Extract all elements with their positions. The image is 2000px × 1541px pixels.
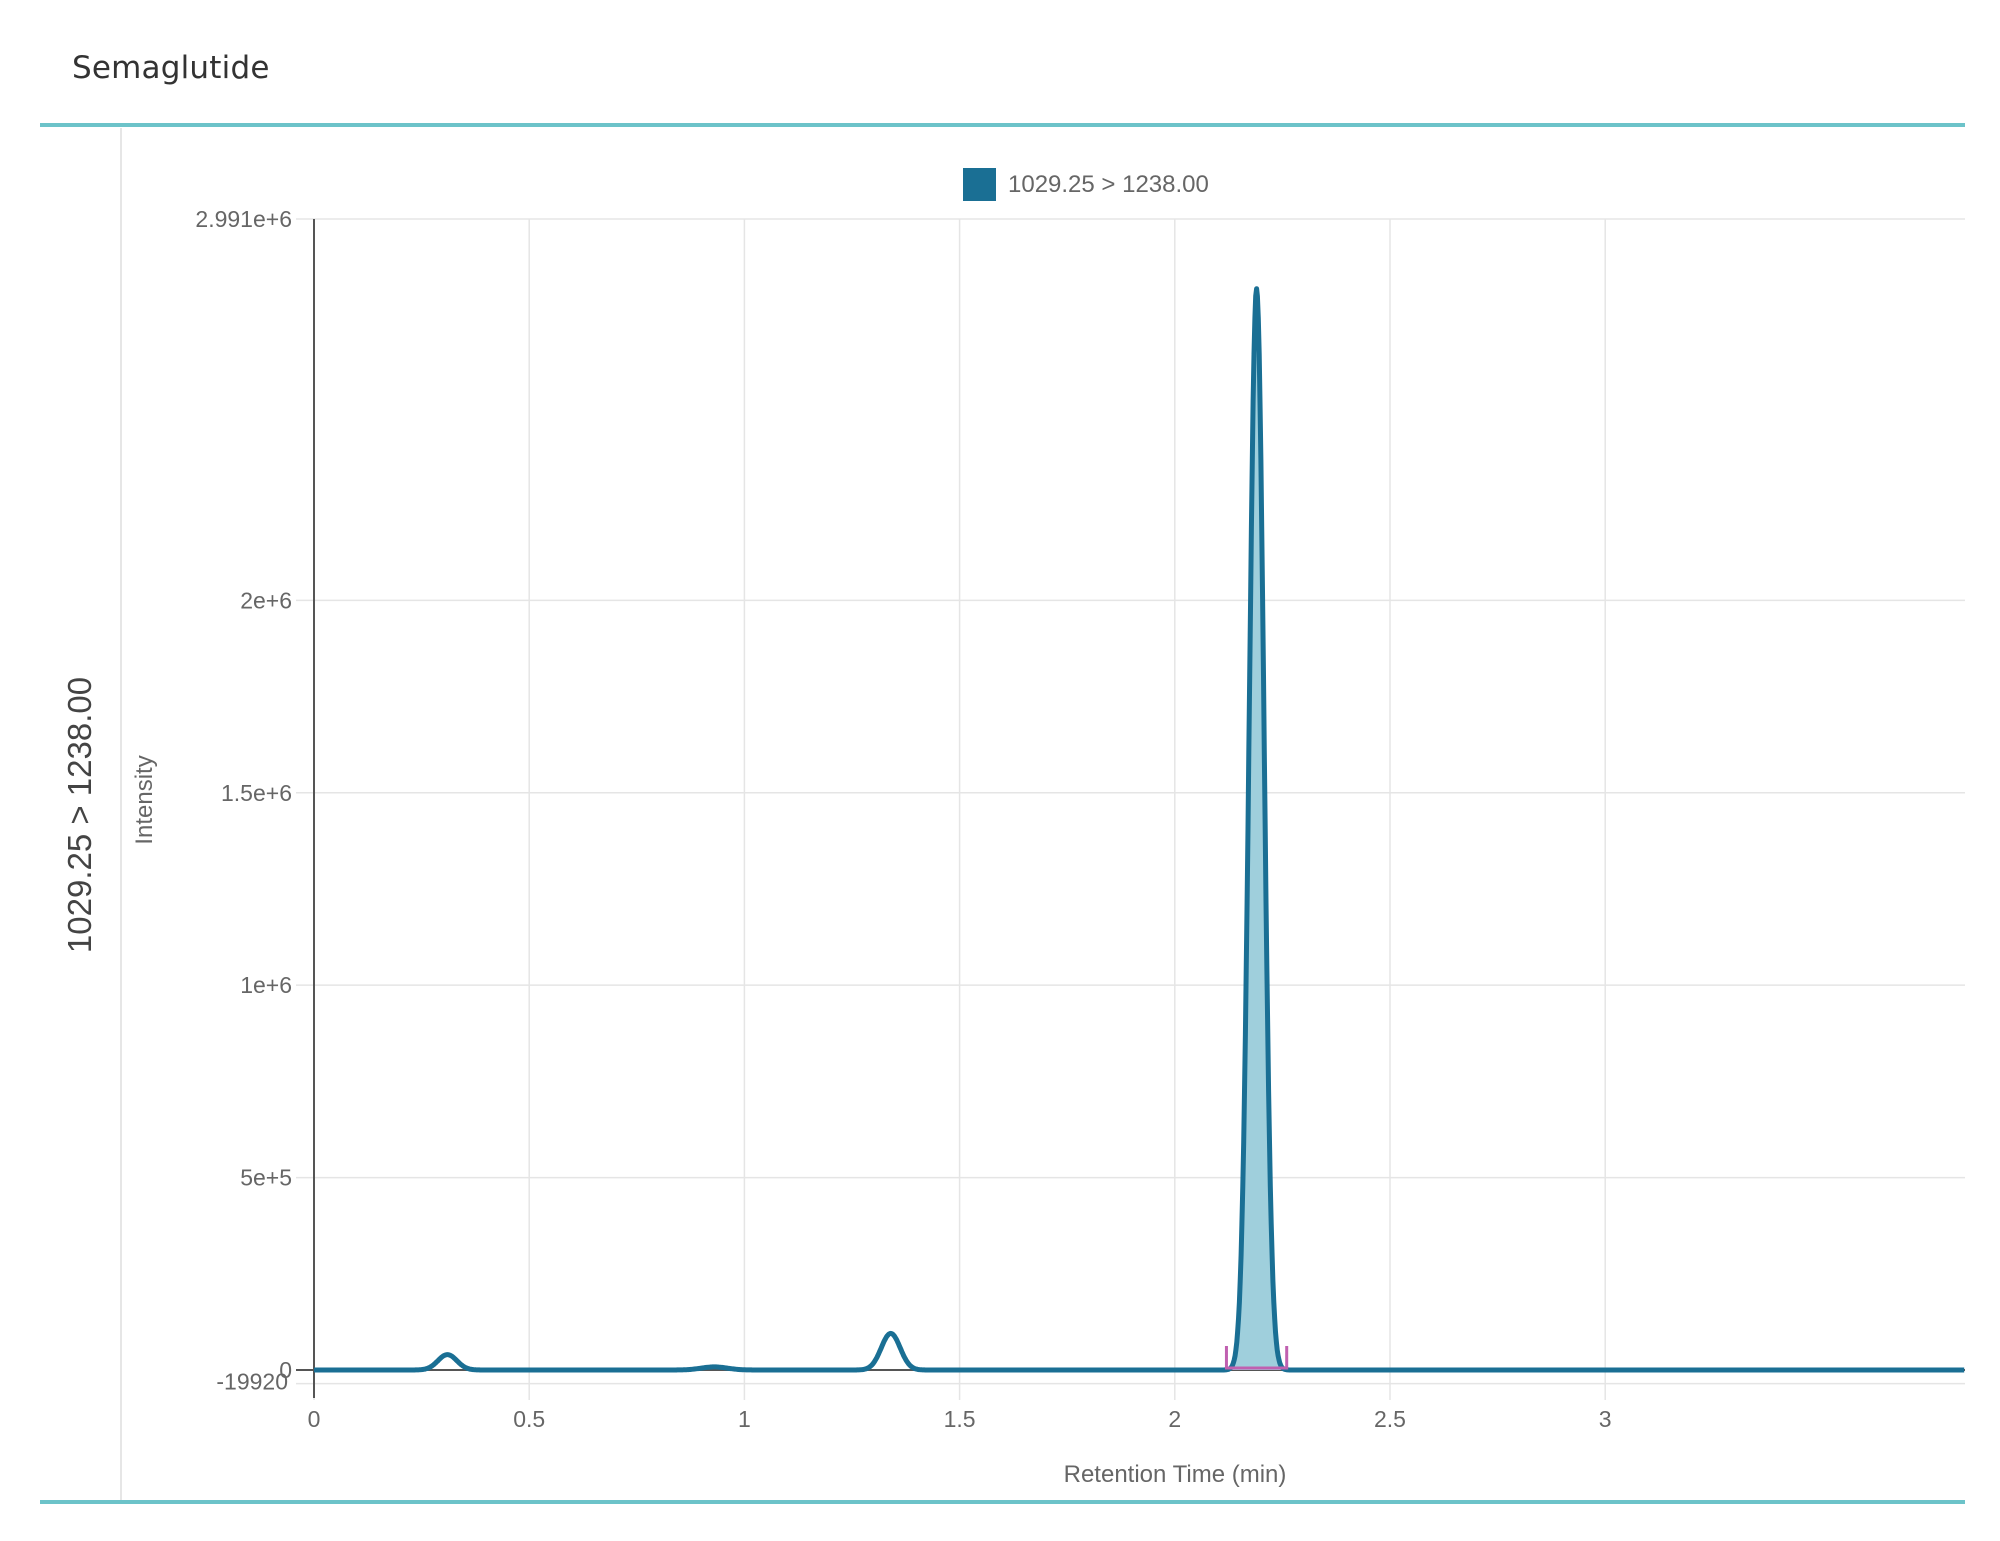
side-divider xyxy=(120,128,122,1500)
legend-label: 1029.25 > 1238.00 xyxy=(1008,170,1209,198)
svg-text:-19920: -19920 xyxy=(216,1369,288,1395)
chart-legend[interactable]: 1029.25 > 1238.00 xyxy=(963,168,1209,201)
integration-bracket[interactable] xyxy=(1224,1346,1289,1370)
svg-text:0: 0 xyxy=(279,1357,292,1383)
x-axis-title: Retention Time (min) xyxy=(1064,1461,1287,1488)
panel-title: Semaglutide xyxy=(72,50,270,86)
header-divider xyxy=(40,123,1965,127)
grid-lines xyxy=(296,218,1965,1400)
svg-text:1.5: 1.5 xyxy=(944,1406,976,1432)
svg-text:0: 0 xyxy=(308,1406,321,1432)
svg-text:2: 2 xyxy=(1168,1406,1181,1432)
y-axis-ticks: 0 5e+5 1e+6 1.5e+6 2e+6 2.991e+6 -19920 xyxy=(195,206,292,1395)
legend-swatch-icon xyxy=(963,168,996,201)
svg-text:0.5: 0.5 xyxy=(513,1406,545,1432)
integrated-peak-area[interactable] xyxy=(1226,288,1287,1371)
x-axis-ticks: 0 0.5 1 1.5 2 2.5 3 xyxy=(308,1406,1612,1432)
chromatogram-trace[interactable] xyxy=(312,286,1966,1373)
footer-divider xyxy=(40,1500,1965,1504)
svg-text:1: 1 xyxy=(738,1406,751,1432)
svg-text:1e+6: 1e+6 xyxy=(240,972,292,998)
svg-text:5e+5: 5e+5 xyxy=(240,1165,292,1191)
y-axis-title: Intensity xyxy=(131,755,158,844)
svg-text:2e+6: 2e+6 xyxy=(240,587,292,613)
svg-text:2.991e+6: 2.991e+6 xyxy=(195,206,292,232)
svg-text:1.5e+6: 1.5e+6 xyxy=(221,780,292,806)
svg-text:3: 3 xyxy=(1599,1406,1612,1432)
svg-text:2.5: 2.5 xyxy=(1374,1406,1406,1432)
